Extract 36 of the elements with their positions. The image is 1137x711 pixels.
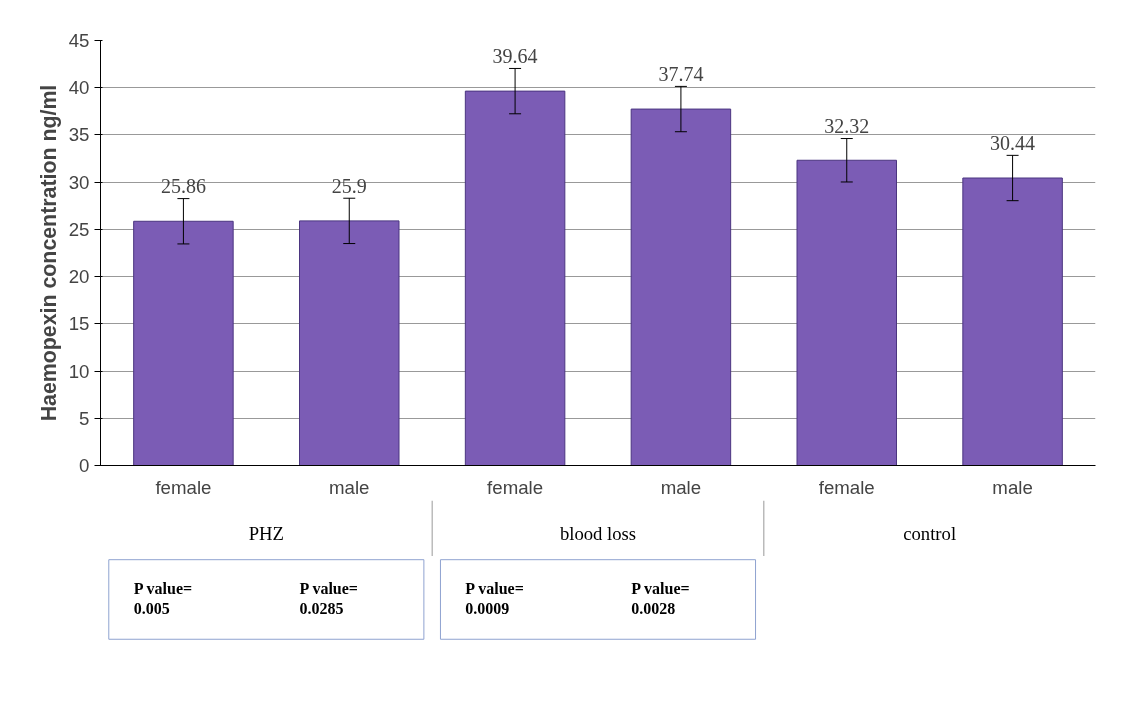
- y-tick-label: 30: [68, 171, 90, 193]
- x-tick-label: female: [155, 476, 212, 498]
- data-label: 25.9: [331, 174, 367, 197]
- bar: [630, 108, 732, 466]
- y-tick-label: 0: [79, 455, 90, 476]
- y-tick-label: 15: [68, 313, 90, 335]
- x-tick-label: female: [487, 476, 544, 498]
- bar: [464, 90, 566, 466]
- data-label: 25.86: [160, 174, 206, 197]
- y-tick-label: 25: [68, 218, 90, 240]
- y-tick-label: 45: [68, 30, 90, 51]
- text: P value= 0.0285: [299, 579, 358, 618]
- bar: [133, 220, 234, 466]
- x-tick-label: male: [329, 476, 370, 498]
- bar: [299, 220, 400, 466]
- text: P value= 0.0009: [465, 579, 524, 618]
- data-label: 30.44: [990, 131, 1036, 154]
- data-label: 37.74: [658, 62, 704, 85]
- y-tick-label: 20: [68, 266, 90, 288]
- x-tick-label: male: [660, 476, 702, 498]
- y-tick-label: 10: [68, 360, 90, 382]
- y-tick-label: 35: [68, 124, 90, 146]
- x-tick-label: male: [992, 476, 1033, 498]
- text: control: [903, 523, 957, 545]
- x-tick-label: female: [818, 476, 875, 498]
- data-label: 32.32: [824, 114, 870, 137]
- text: blood loss: [559, 523, 637, 545]
- text: P value= 0.0028: [631, 579, 690, 618]
- text: P value= 0.005: [133, 579, 193, 618]
- data-label: 39.64: [492, 44, 538, 67]
- text: PHZ: [248, 523, 284, 545]
- bar: [962, 177, 1063, 466]
- bar: [796, 159, 897, 466]
- y-tick-label: 40: [68, 77, 90, 99]
- y-tick-label: 5: [79, 407, 90, 429]
- y-axis-title: Haemopexin concentration ng/ml: [36, 84, 61, 422]
